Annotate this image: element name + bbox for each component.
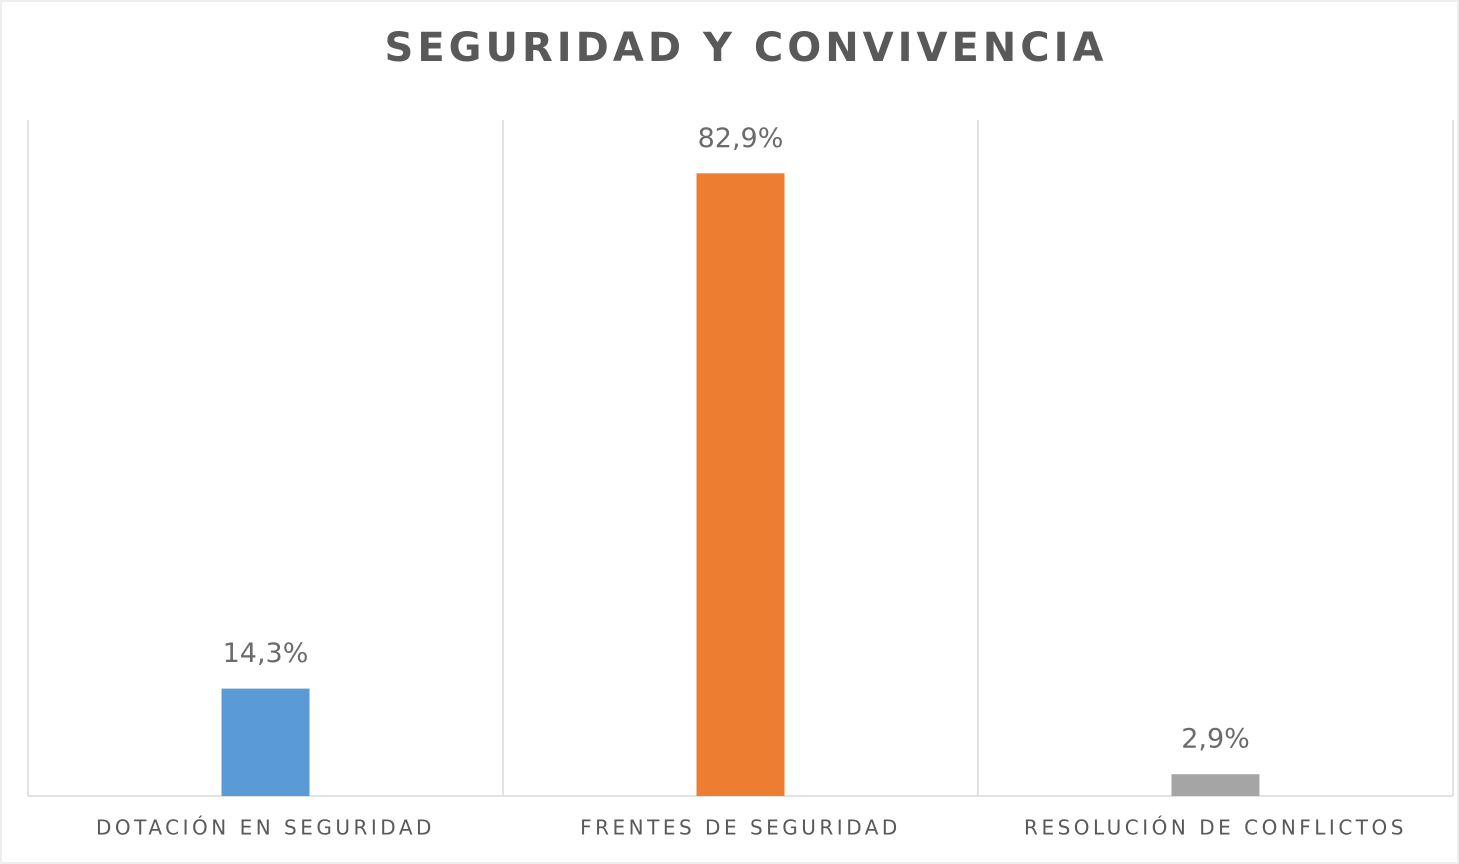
- chart-title: SEGURIDAD Y CONVIVENCIA: [385, 25, 1108, 71]
- data-label: 14,3%: [223, 638, 309, 669]
- bar: [221, 688, 310, 796]
- x-tick-label: DOTACIÓN EN SEGURIDAD: [96, 816, 435, 840]
- data-label: 82,9%: [698, 123, 784, 154]
- bar: [696, 173, 785, 797]
- x-tick-label: FRENTES DE SEGURIDAD: [580, 816, 901, 840]
- bar: [1171, 774, 1260, 796]
- data-label: 2,9%: [1181, 724, 1250, 755]
- x-tick-label: RESOLUCIÓN DE CONFLICTOS: [1024, 816, 1407, 840]
